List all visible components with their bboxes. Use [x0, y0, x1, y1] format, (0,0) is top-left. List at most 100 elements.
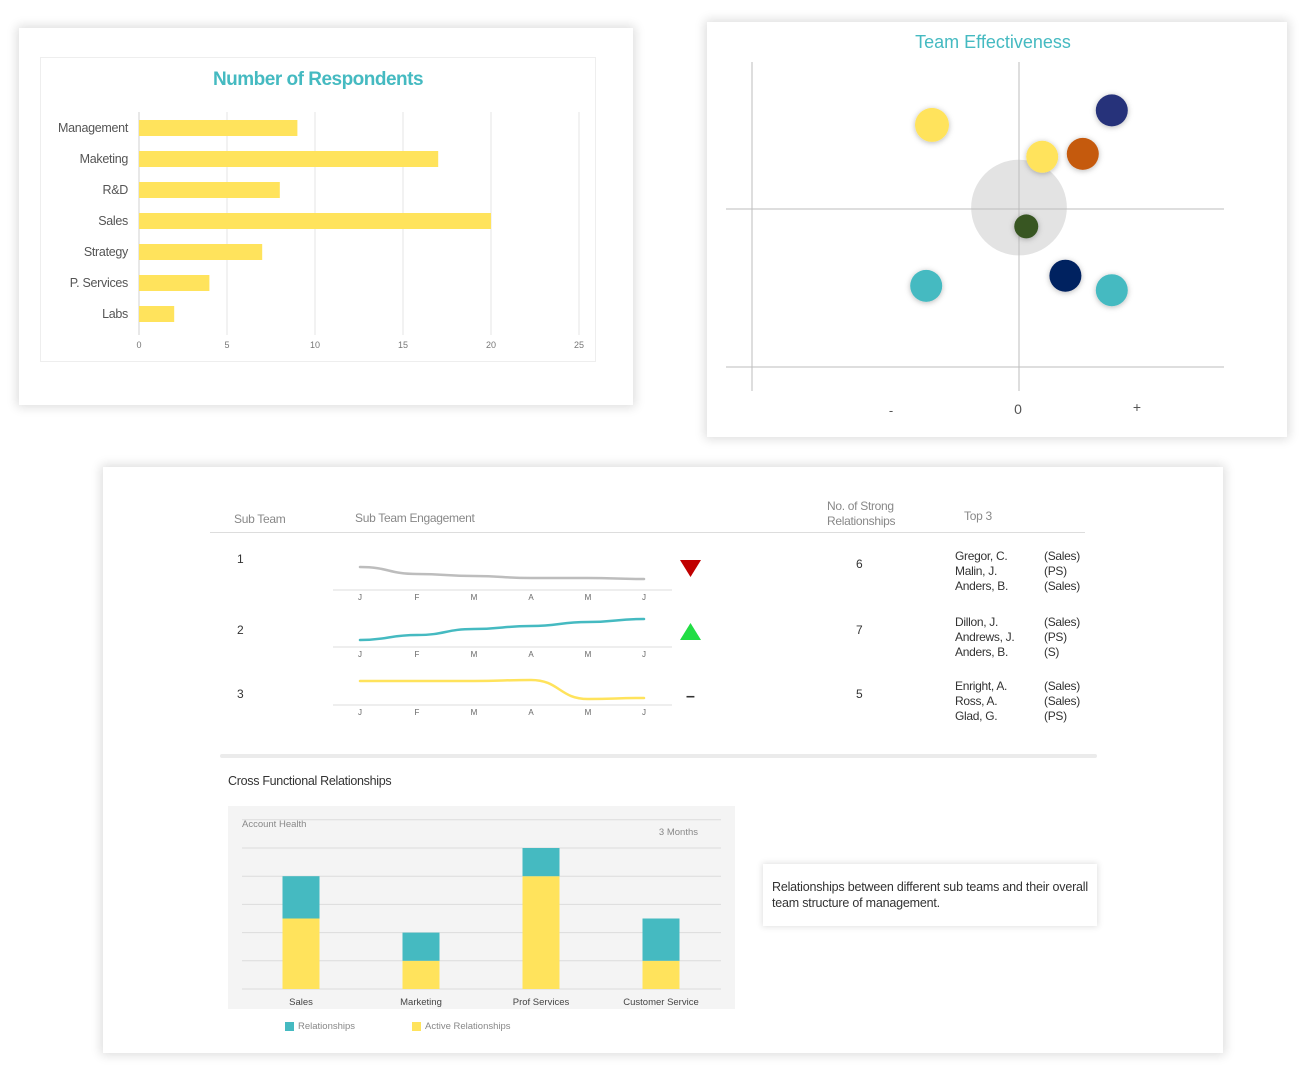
row-3-top3-name: Ross, A.: [955, 694, 998, 708]
respondents-category-label: Strategy: [84, 245, 129, 259]
respondents-bar: [139, 244, 263, 260]
sparkline-month-label: J: [642, 650, 646, 659]
row-1-top3-team: (Sales): [1044, 579, 1080, 593]
sparkline-month-label: F: [415, 593, 420, 602]
header-sub-team: Sub Team: [234, 512, 286, 526]
respondents-x-tick: 10: [310, 340, 320, 350]
respondents-bar: [139, 151, 439, 167]
section-divider: [220, 754, 1097, 758]
description-note: Relationships between different sub team…: [763, 864, 1097, 926]
account-health-bar-segment: [402, 960, 440, 989]
row-1-top3-name: Anders, B.: [955, 579, 1009, 593]
account-health-bar-segment: [402, 932, 440, 961]
row-2-top3-name: Anders, B.: [955, 645, 1009, 659]
sparkline-month-label: J: [358, 593, 362, 602]
respondents-category-label: Management: [58, 121, 129, 135]
sparkline-month-label: M: [471, 650, 478, 659]
row-2-strong-count: 7: [856, 623, 863, 637]
team-bubble: [1095, 94, 1128, 127]
header-strong-line1: No. of Strong: [827, 499, 894, 513]
account-health-bar-segment: [522, 876, 560, 989]
row-1-top3-names: Gregor, C. Malin, J. Anders, B.: [955, 549, 1008, 594]
legend-swatch-active-relationships: [412, 1022, 421, 1031]
sparkline-month-label: A: [528, 593, 534, 602]
account-health-category-label: Customer Service: [623, 997, 699, 1008]
row-3-top3-team: (Sales): [1044, 679, 1080, 693]
row-2-top3-name: Dillon, J.: [955, 615, 999, 629]
sparkline-month-label: J: [642, 593, 646, 602]
sparkline-month-label: A: [528, 650, 534, 659]
respondents-bar: [139, 182, 280, 198]
account-health-period: 3 Months: [659, 827, 698, 838]
account-health-bar-segment: [642, 918, 680, 961]
sparkline-month-label: M: [471, 708, 478, 717]
trend-flat-icon: –: [686, 688, 695, 705]
respondents-category-label: Sales: [98, 214, 128, 228]
account-health-chart: Account Health 3 Months Sales Marketing Pr…: [228, 806, 735, 1009]
legend-label-active-relationships: Active Relationships: [425, 1021, 511, 1032]
team-bubble: [1095, 274, 1128, 307]
row-1-top3-teams: (Sales) (PS) (Sales): [1044, 549, 1080, 594]
row-1-sub-team: 1: [237, 552, 244, 566]
sparkline-month-label: A: [528, 708, 534, 717]
legend-label-relationships: Relationships: [298, 1021, 356, 1032]
team-bubble: [910, 269, 943, 302]
header-strong-line2: Relationships: [827, 514, 896, 528]
team-effectiveness-chart: Team Effectiveness - 0 +: [726, 32, 1224, 418]
row-2-top3-names: Dillon, J. Andrews, J. Anders, B.: [955, 615, 1015, 660]
respondents-bar: [139, 275, 210, 291]
engagement-sparkline: [358, 565, 646, 581]
account-health-category-label: Prof Services: [513, 997, 570, 1008]
respondents-bar: [139, 120, 298, 136]
row-2-top3-team: (S): [1044, 645, 1060, 659]
respondents-category-label: Maketing: [80, 152, 129, 166]
row-3-top3-teams: (Sales) (Sales) (PS): [1044, 679, 1080, 724]
header-top3: Top 3: [964, 509, 992, 523]
respondents-category-label: R&D: [103, 183, 129, 197]
row-3-top3-names: Enright, A. Ross, A. Glad, G.: [955, 679, 1007, 724]
legend-swatch-relationships: [285, 1022, 294, 1031]
x-label-positive: +: [1133, 399, 1141, 415]
team-bubble: [1014, 214, 1039, 239]
account-health-title: Account Health: [242, 819, 306, 830]
respondents-x-tick: 25: [574, 340, 584, 350]
trend-indicators: –: [680, 560, 701, 705]
header-strong-relationships: No. of Strong Relationships: [827, 499, 895, 529]
cross-functional-title: Cross Functional Relationships: [228, 774, 392, 788]
respondents-x-tick: 0: [136, 340, 141, 350]
engagement-sparkline: [358, 678, 646, 701]
header-engagement: Sub Team Engagement: [355, 511, 475, 525]
x-label-negative: -: [889, 403, 893, 418]
respondents-chart-title: Number of Respondents: [213, 69, 423, 90]
sparkline-month-label: J: [358, 708, 362, 717]
sparkline-month-label: F: [415, 650, 420, 659]
header-divider: [210, 532, 1085, 533]
account-health-bar-segment: [642, 960, 680, 989]
row-3-strong-count: 5: [856, 687, 863, 701]
team-bubble: [1026, 140, 1059, 173]
team-bubble: [915, 107, 949, 142]
team-bubble: [1049, 259, 1082, 292]
trend-down-icon: [680, 560, 701, 577]
row-3-top3-team: (Sales): [1044, 694, 1080, 708]
respondents-category-label: Labs: [102, 307, 128, 321]
x-label-zero: 0: [1014, 401, 1022, 417]
engagement-sparklines: J F M A M J J F M A M J J F M A M J: [333, 565, 672, 717]
sparkline-month-label: F: [415, 708, 420, 717]
account-health-bar-segment: [282, 918, 320, 989]
respondents-category-label: P. Services: [70, 276, 128, 290]
row-1-top3-team: (PS): [1044, 564, 1067, 578]
engagement-sparkline: [358, 617, 646, 642]
account-health-bar-segment: [522, 848, 560, 877]
sparkline-month-label: M: [585, 708, 592, 717]
row-3-top3-name: Enright, A.: [955, 679, 1008, 693]
row-2-top3-team: (PS): [1044, 630, 1067, 644]
row-3-sub-team: 3: [237, 687, 244, 701]
account-health-category-label: Marketing: [400, 997, 442, 1008]
account-health-bar-segment: [282, 876, 320, 919]
team-effectiveness-title: Team Effectiveness: [915, 32, 1071, 52]
row-1-top3-team: (Sales): [1044, 549, 1080, 563]
sparkline-month-label: M: [585, 593, 592, 602]
sparkline-month-label: J: [642, 708, 646, 717]
description-text: Relationships between different sub team…: [772, 880, 1088, 910]
